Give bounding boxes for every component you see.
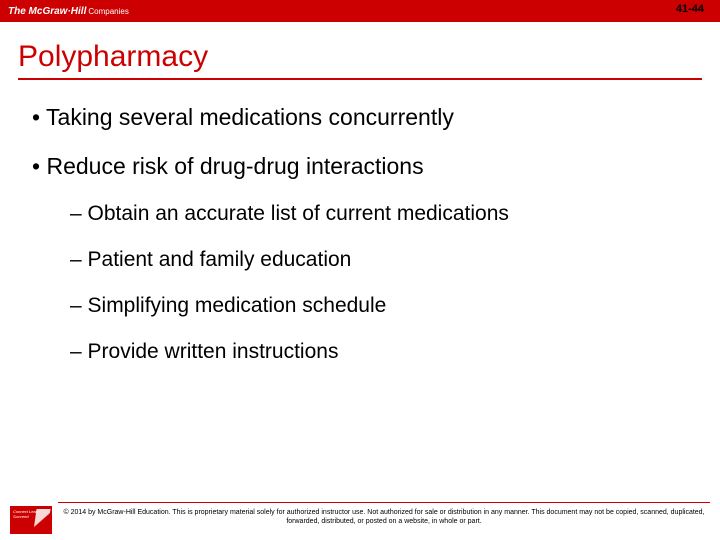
publisher-logo: The McGraw·Hill Companies — [8, 6, 129, 17]
content-region: Taking several medications concurrently … — [0, 86, 720, 364]
slide-title: Polypharmacy — [18, 40, 702, 74]
bullet-level2: Simplifying medication schedule — [70, 294, 688, 318]
bullet-level2: Patient and family education — [70, 248, 688, 272]
title-region: Polypharmacy — [0, 22, 720, 86]
publisher-badge-icon: Connect Learn Succeed — [10, 506, 52, 534]
copyright-text: © 2014 by McGraw-Hill Education. This is… — [58, 506, 710, 526]
bullet-level1: Taking several medications concurrently — [32, 104, 688, 131]
logo-main-text: The McGraw·Hill — [8, 6, 86, 17]
title-divider — [18, 78, 702, 80]
bullet-level2: Provide written instructions — [70, 340, 688, 364]
footer-row: Connect Learn Succeed © 2014 by McGraw-H… — [10, 506, 710, 534]
bullet-level2: Obtain an accurate list of current medic… — [70, 202, 688, 226]
header-bar: The McGraw·Hill Companies — [0, 0, 720, 22]
footer-region: Connect Learn Succeed © 2014 by McGraw-H… — [0, 502, 720, 540]
logo-sub-text: Companies — [88, 7, 128, 16]
footer-divider — [58, 502, 710, 503]
badge-text: Connect Learn Succeed — [13, 509, 52, 519]
page-number: 41-44 — [676, 3, 704, 15]
bullet-level1: Reduce risk of drug-drug interactions — [32, 153, 688, 180]
